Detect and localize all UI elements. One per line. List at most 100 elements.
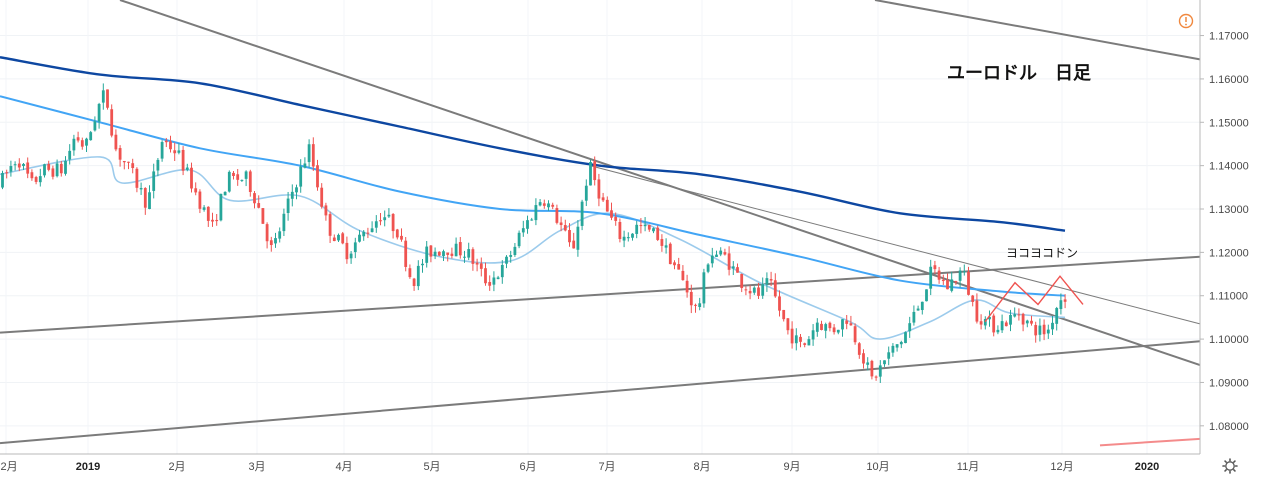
candle-body	[715, 254, 718, 257]
candle-body	[358, 234, 361, 242]
candle-body	[1021, 313, 1025, 325]
candle-body	[114, 134, 118, 150]
candle-body	[93, 121, 97, 131]
price-axis[interactable]: 1.17000 1.16000 1.15000 1.14000 1.13000 1.120…	[1200, 31, 1249, 433]
trendline[interactable]	[874, 0, 1201, 61]
candle-body	[307, 144, 311, 163]
candle-body	[538, 202, 542, 206]
candle-body	[110, 109, 114, 136]
time-tick-label: 4月	[335, 461, 352, 473]
candle-body	[387, 214, 391, 217]
candle-body	[442, 251, 445, 257]
candle-body	[668, 243, 672, 265]
candle-body	[185, 167, 189, 170]
candle-body	[954, 281, 958, 283]
candle-body	[135, 168, 139, 188]
candle-body	[702, 272, 706, 304]
candle-body	[660, 239, 664, 246]
ma-mid-line[interactable]	[0, 95, 1066, 297]
candle-body	[181, 149, 185, 171]
candle-body	[731, 266, 735, 269]
candle-body	[845, 320, 849, 324]
time-tick-label: 11月	[957, 461, 979, 473]
candle-body	[89, 132, 93, 141]
candle-body	[26, 162, 30, 174]
candle-body	[601, 197, 605, 201]
candle-body	[421, 263, 424, 266]
candle-body	[467, 249, 471, 258]
candle-body	[912, 311, 916, 323]
ma-long-line[interactable]	[0, 56, 1066, 232]
candle-body	[534, 205, 538, 221]
candle-body	[635, 224, 639, 234]
candle-body	[962, 271, 966, 273]
trendline[interactable]	[589, 165, 1201, 325]
alert-icon[interactable]	[1178, 13, 1194, 29]
candle-body	[85, 138, 88, 146]
trendline[interactable]	[0, 340, 1201, 445]
candle-body	[597, 179, 601, 199]
candle-body	[34, 177, 38, 182]
candle-body	[551, 204, 555, 207]
candle-body	[55, 163, 59, 177]
time-tick-label: 12月	[0, 461, 18, 473]
sideways-pattern-line	[984, 275, 1084, 323]
candle-body	[206, 206, 210, 221]
candle-body	[173, 150, 177, 154]
candle-body	[920, 301, 924, 311]
candle-body	[929, 266, 933, 289]
price-tick-label: 1.16000	[1209, 74, 1249, 86]
candle-body	[416, 265, 420, 287]
candle-body	[790, 328, 794, 344]
trendline[interactable]	[119, 0, 1201, 367]
candle-body	[404, 240, 408, 267]
candle-body	[1038, 325, 1042, 335]
candle-body	[265, 224, 269, 242]
time-axis[interactable]: 12月 2019 2月 3月 4月 5月 6月 7月 8月 9月 10月 11月 12月 2020	[0, 461, 1159, 473]
candle-body	[261, 208, 265, 224]
candle-body	[152, 171, 156, 191]
candle-body	[727, 253, 731, 270]
candle-body	[975, 300, 979, 322]
candle-body	[248, 171, 252, 192]
candle-body	[227, 171, 231, 192]
time-axis-bg	[0, 454, 1261, 481]
candle-body	[253, 193, 256, 204]
candle-body	[1063, 299, 1067, 302]
candle-body	[887, 352, 891, 359]
candle-body	[72, 138, 76, 151]
candle-body	[761, 284, 765, 296]
candle-body	[366, 232, 370, 234]
candle-body	[593, 161, 597, 181]
price-tick-label: 1.12000	[1209, 247, 1249, 259]
candle-body	[274, 238, 277, 244]
candle-body	[908, 323, 912, 332]
candle-body	[1059, 300, 1063, 309]
candle-body	[706, 264, 710, 272]
candle-body	[202, 207, 206, 210]
candle-body	[794, 335, 798, 344]
candle-body	[22, 163, 25, 167]
candle-body	[244, 171, 248, 179]
candle-body	[526, 220, 529, 229]
candle-body	[257, 203, 261, 208]
candle-body	[500, 264, 504, 278]
candle-body	[824, 324, 828, 331]
candle-body	[5, 172, 9, 174]
candle-body	[1004, 322, 1008, 327]
candle-body	[916, 308, 920, 311]
candle-body	[492, 277, 496, 285]
trendline[interactable]	[0, 255, 1201, 334]
candle-body	[148, 192, 151, 209]
candle-body	[190, 167, 193, 189]
ma-short-line[interactable]	[0, 156, 1066, 340]
candle-body	[580, 201, 584, 226]
candle-body	[988, 316, 991, 320]
candle-body	[232, 172, 235, 176]
settings-gear-icon[interactable]	[1222, 458, 1238, 474]
candle-body	[282, 213, 286, 232]
candle-body	[215, 219, 219, 222]
candle-body	[568, 230, 571, 243]
candle-body	[9, 166, 13, 172]
